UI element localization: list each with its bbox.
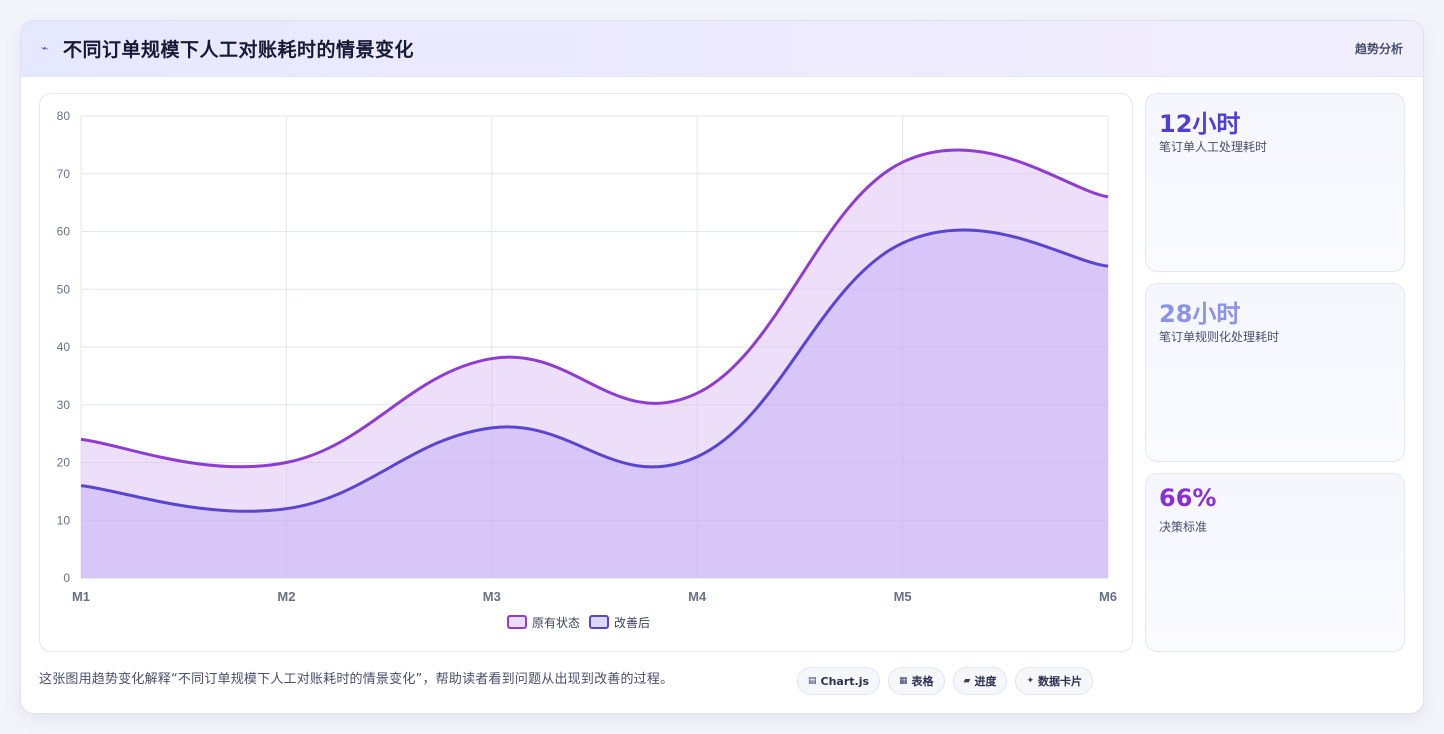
- x-tick-label: M3: [483, 589, 501, 604]
- metric-card-1: 12小时 笔订单人工处理耗时: [1145, 93, 1405, 272]
- chip-progress[interactable]: ▰ 进度: [952, 667, 1008, 695]
- x-tick-label: M4: [688, 589, 707, 604]
- metric-value-2: 28小时: [1159, 300, 1241, 328]
- x-tick-label: M5: [894, 589, 912, 604]
- chart-panel: 0 10 20 30 40 50 60 70 80 M1 M2 M3 M4 M5 M6 原有状态 改善后: [39, 93, 1133, 652]
- y-tick-label: 70: [57, 167, 71, 181]
- metric-card-2: 28小时 笔订单规则化处理耗时: [1145, 283, 1405, 462]
- x-tick-label: M1: [72, 589, 90, 604]
- legend-swatch: [589, 615, 609, 629]
- sparkle-icon: ✦: [1026, 676, 1035, 686]
- chart-icon: ▤: [808, 676, 817, 686]
- series-area-2: [81, 229, 1108, 578]
- metric-card-3: 66% 决策标准: [1145, 473, 1405, 652]
- series-line-2: [80, 228, 1109, 513]
- y-tick-label: 0: [63, 571, 70, 585]
- table-icon: ▦: [899, 676, 908, 686]
- x-tick-label: M2: [277, 589, 295, 604]
- y-tick-label: 10: [57, 513, 71, 527]
- chart-description: 这张图用趋势变化解释“不同订单规模下人工对账耗时的情景变化”，帮助读者看到问题从…: [39, 672, 674, 687]
- y-tick-label: 20: [57, 456, 71, 470]
- y-tick-label: 40: [57, 340, 71, 354]
- page-title: 不同订单规模下人工对账耗时的情景变化: [63, 39, 415, 61]
- chip-label: 表格: [911, 675, 934, 688]
- chip-label: 进度: [974, 675, 997, 688]
- progress-icon: ▰: [963, 676, 971, 686]
- chip-chartjs[interactable]: ▤ Chart.js: [797, 667, 881, 695]
- y-tick-label: 30: [57, 398, 71, 412]
- report-card: ⌁ 不同订单规模下人工对账耗时的情景变化 趋势分析 0 10 20 30 40 50 60 7…: [20, 20, 1424, 714]
- chip-table[interactable]: ▦ 表格: [888, 667, 945, 695]
- chip-label: Chart.js: [820, 674, 870, 688]
- chip-label: 数据卡片: [1038, 675, 1083, 688]
- y-tick-label: 50: [57, 282, 71, 296]
- tech-chips: ▤ Chart.js ▦ 表格 ▰ 进度 ✦ 数据卡片: [797, 667, 1094, 695]
- chip-data-card[interactable]: ✦ 数据卡片: [1015, 667, 1094, 695]
- trend-line-icon: ⌁: [41, 41, 49, 55]
- y-tick-label: 80: [57, 109, 71, 123]
- legend-label: 改善后: [614, 615, 650, 630]
- metric-value-3: 66%: [1159, 484, 1217, 512]
- legend-label: 原有状态: [532, 616, 580, 630]
- metric-caption-2: 笔订单规则化处理耗时: [1159, 330, 1280, 344]
- x-tick-label: M6: [1099, 589, 1117, 604]
- series-line-1: [80, 148, 1109, 469]
- legend-swatch: [507, 615, 527, 629]
- area-chart: 0 10 20 30 40 50 60 70 80 M1 M2 M3 M4 M5 M6 原有状态 改善后: [57, 109, 1117, 630]
- metric-caption-3: 决策标准: [1159, 520, 1208, 534]
- card-header: ⌁ 不同订单规模下人工对账耗时的情景变化 趋势分析: [21, 21, 1423, 77]
- metric-caption-1: 笔订单人工处理耗时: [1159, 140, 1268, 154]
- trend-analysis-tag: 趋势分析: [1354, 42, 1403, 56]
- y-tick-label: 60: [57, 225, 71, 239]
- metric-value-1: 12小时: [1159, 110, 1241, 138]
